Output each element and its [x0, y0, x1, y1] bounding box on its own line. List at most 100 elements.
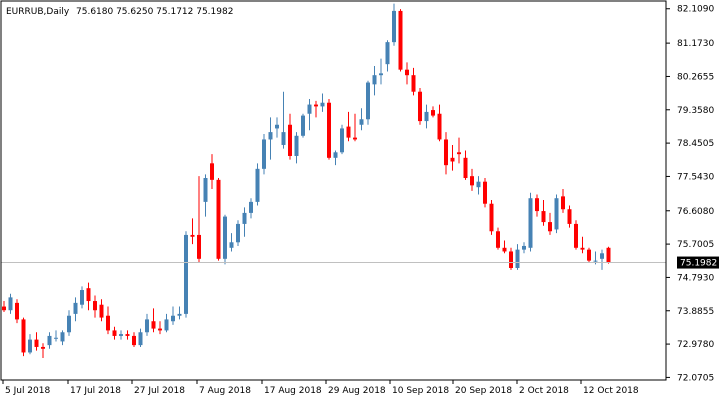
y-tick-label: 75.7005	[677, 240, 714, 250]
candle	[450, 144, 455, 171]
candle	[307, 99, 312, 131]
candle-body	[268, 132, 273, 140]
candle-body	[372, 75, 377, 85]
candle	[535, 194, 539, 217]
candle	[41, 343, 45, 358]
candle	[457, 137, 461, 164]
candle	[112, 326, 117, 340]
x-tick-label: 29 Aug 2018	[328, 386, 386, 396]
candle	[60, 330, 65, 346]
candle-body	[184, 234, 188, 314]
candle	[28, 334, 32, 355]
candle	[203, 174, 208, 217]
candle-body	[515, 249, 520, 268]
candle	[470, 168, 474, 191]
candle-body	[580, 247, 585, 250]
candle-body	[418, 91, 422, 122]
candle-body	[606, 247, 611, 263]
candle	[548, 212, 552, 235]
x-tick-label: 5 Jul 2018	[5, 386, 50, 396]
candle-body	[320, 102, 325, 107]
candle	[86, 282, 91, 311]
candle-body	[203, 178, 208, 202]
candle	[587, 247, 591, 263]
candle	[353, 113, 357, 142]
candle	[567, 205, 572, 228]
candle-body	[437, 113, 442, 140]
candle-body	[398, 10, 403, 70]
candle	[411, 67, 416, 96]
candle	[132, 332, 136, 347]
candle-body	[522, 245, 526, 250]
current-price-bg	[677, 256, 719, 269]
candle-body	[262, 139, 266, 169]
candle	[424, 104, 429, 129]
candle	[346, 111, 351, 142]
candle-body	[112, 330, 117, 336]
y-tick-label: 81.1730	[677, 39, 714, 49]
candle-body	[333, 152, 338, 158]
candle-body	[535, 198, 539, 212]
candle	[216, 178, 221, 261]
candle-body	[158, 328, 162, 331]
candle-body	[489, 203, 494, 232]
y-tick-label: 74.7930	[677, 273, 714, 283]
candle-body	[216, 179, 221, 259]
candle	[528, 192, 533, 252]
plot-frame	[0, 0, 667, 381]
candle-body	[119, 334, 123, 336]
candle	[242, 207, 247, 237]
candle-body	[463, 157, 468, 179]
candle	[145, 313, 149, 336]
candle	[249, 198, 253, 219]
candles-group	[2, 3, 611, 358]
x-tick-label: 17 Jul 2018	[70, 386, 121, 396]
candle	[197, 176, 201, 263]
candle-body	[567, 209, 572, 224]
candle-body	[275, 124, 279, 129]
x-tick-label: 2 Oct 2018	[519, 386, 569, 396]
candle-body	[67, 315, 71, 333]
candle-body	[93, 301, 97, 311]
candle-body	[444, 139, 448, 166]
candle	[54, 330, 58, 342]
candle-body	[483, 181, 487, 204]
candle	[119, 330, 123, 340]
candle	[8, 293, 13, 314]
candle	[489, 200, 494, 235]
y-tick-label: 73.8855	[677, 307, 714, 317]
candle	[327, 99, 331, 160]
candle-body	[28, 339, 32, 353]
candle	[405, 62, 409, 85]
x-tick-label: 17 Aug 2018	[264, 386, 322, 396]
candle-body	[171, 315, 175, 322]
candle	[164, 313, 169, 333]
candle	[73, 297, 78, 322]
candle	[93, 295, 97, 318]
candle	[418, 88, 422, 125]
candle	[366, 80, 370, 125]
candle	[15, 299, 19, 324]
candle-body	[366, 82, 370, 120]
candle-body	[210, 163, 214, 180]
candle-body	[379, 73, 383, 76]
candle-body	[548, 222, 552, 232]
candle-body	[346, 126, 351, 138]
candle-body	[496, 231, 500, 248]
candle-body	[307, 104, 312, 114]
candle-body	[73, 302, 78, 314]
candle	[437, 104, 442, 142]
current-price-badge: 75.1982	[677, 256, 719, 269]
candle-body	[106, 315, 110, 331]
current-price-label: 75.1982	[680, 259, 717, 269]
candle	[372, 66, 377, 96]
candle-body	[340, 128, 344, 153]
candle	[80, 286, 84, 309]
candle-body	[405, 69, 409, 76]
candle	[158, 321, 162, 335]
candle	[190, 218, 195, 245]
candle-body	[255, 168, 260, 202]
candle	[99, 299, 104, 322]
